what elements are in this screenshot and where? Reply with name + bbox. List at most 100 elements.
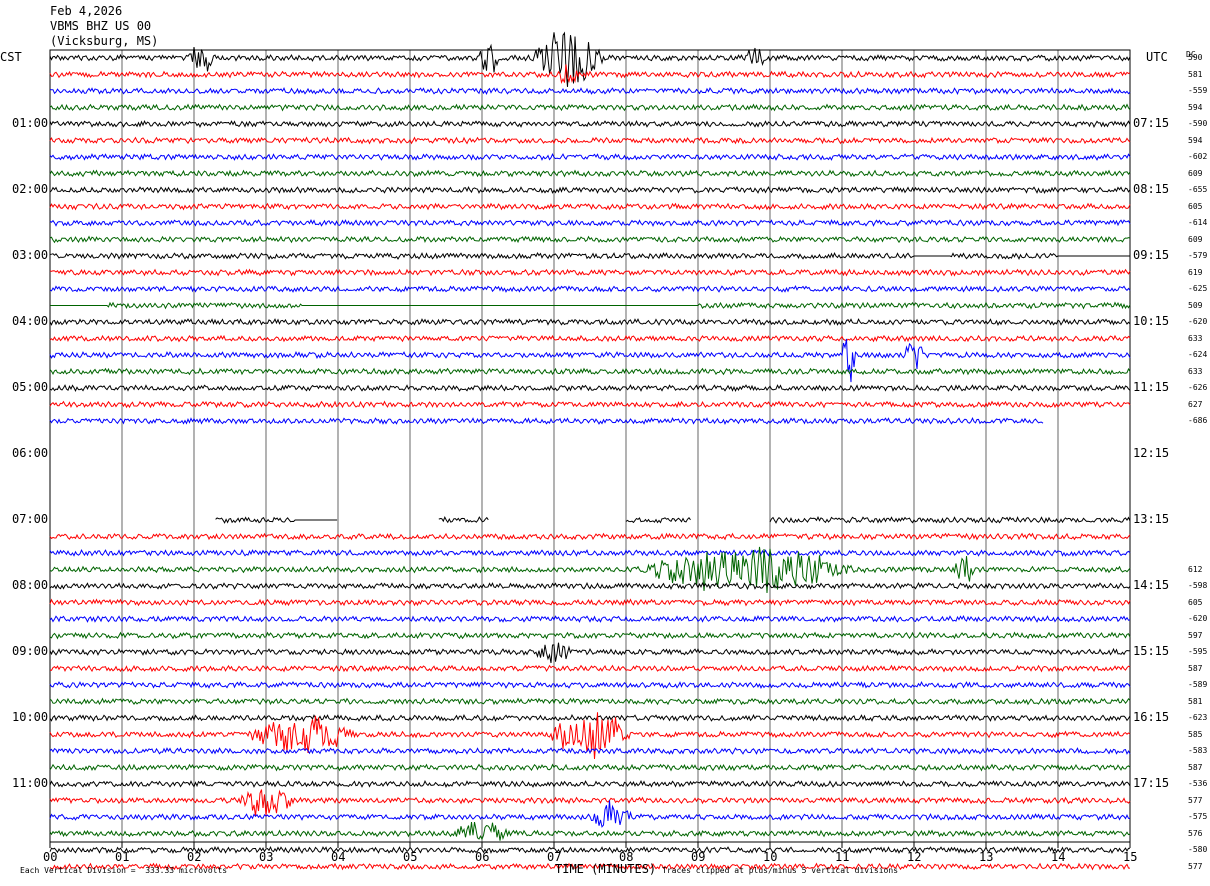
- dc-offset-label: 627: [1188, 399, 1203, 409]
- left-hour-label: 02:00: [12, 182, 49, 196]
- left-hour-label: 11:00: [12, 776, 49, 790]
- trace-row-38-seg-0: [49, 681, 1131, 689]
- trace-row-32-seg-0: [49, 581, 1131, 591]
- dc-offset-label: -579: [1188, 251, 1208, 260]
- trace-row-28-seg-3: [769, 516, 1131, 524]
- trace-row-39-seg-0: [49, 697, 1131, 706]
- dc-offset-label: -620: [1188, 317, 1208, 326]
- trace-row-11-seg-0: [49, 235, 1131, 244]
- dc-offset-label: 633: [1188, 333, 1203, 343]
- trace-row-5-seg-0: [49, 136, 1131, 145]
- trace-row-48-seg-0: [49, 845, 1131, 854]
- x-tick-label-08: 08: [619, 850, 634, 864]
- dc-offset-label: 581: [1188, 69, 1203, 79]
- trace-row-35-seg-0: [49, 631, 1131, 640]
- right-hour-label: 09:15: [1133, 248, 1170, 262]
- right-hour-label: 12:15: [1133, 446, 1170, 460]
- dc-offset-label: -595: [1188, 647, 1208, 656]
- left-hour-label: 04:00: [12, 314, 49, 328]
- left-hour-label: 01:00: [12, 116, 49, 130]
- right-hour-label: 14:15: [1133, 578, 1170, 592]
- dc-offset-label: 509: [1188, 300, 1203, 310]
- trace-row-1-seg-0: [49, 64, 1131, 84]
- x-tick-label-00: 00: [43, 850, 58, 864]
- trace-row-37-seg-0: [49, 664, 1131, 673]
- x-tick-label-09: 09: [691, 850, 706, 864]
- right-hour-label: 08:15: [1133, 182, 1170, 196]
- trace-row-14-seg-0: [49, 284, 1131, 293]
- x-tick-label-05: 05: [403, 850, 418, 864]
- trace-row-41-seg-0: [49, 712, 1131, 760]
- trace-row-31-seg-0: [49, 546, 1131, 594]
- dc-offset-label: -655: [1188, 185, 1208, 194]
- dc-offset-label: 609: [1188, 234, 1203, 244]
- dc-offset-label: 587: [1188, 663, 1203, 673]
- right-hour-label: 10:15: [1133, 314, 1170, 328]
- scale-note: Each Vertical Division = 333.33 microvol…: [20, 866, 228, 875]
- dc-offset-label: -598: [1188, 581, 1208, 590]
- dc-offset-label: 619: [1188, 267, 1203, 277]
- x-tick-label-15: 15: [1123, 850, 1138, 864]
- dc-offset-label: 597: [1188, 630, 1203, 640]
- x-tick-label-03: 03: [259, 850, 274, 864]
- dc-offset-label: -589: [1188, 680, 1208, 689]
- trace-row-3-seg-0: [49, 103, 1131, 112]
- trace-row-2-seg-0: [49, 86, 1131, 95]
- trace-row-12-seg-0: [49, 251, 1130, 261]
- x-tick-label-11: 11: [835, 850, 850, 864]
- trace-row-29-seg-0: [49, 532, 1131, 541]
- dc-offset-label: 590: [1188, 53, 1203, 62]
- dc-offset-label: -625: [1188, 284, 1208, 293]
- trace-row-36-seg-0: [49, 642, 1131, 664]
- trace-row-28-seg-2: [625, 517, 691, 524]
- x-tick-label-07: 07: [547, 850, 562, 864]
- x-tick-label-02: 02: [187, 850, 202, 864]
- right-timezone-label: UTC: [1146, 50, 1168, 64]
- trace-row-4-seg-0: [49, 119, 1131, 128]
- trace-row-9-seg-0: [49, 202, 1131, 211]
- dc-offset-label: 585: [1188, 729, 1203, 739]
- trace-row-30-seg-0: [49, 548, 1131, 557]
- trace-row-43-seg-0: [49, 763, 1131, 772]
- dc-offset-label: -590: [1188, 119, 1208, 128]
- right-hour-label: 13:15: [1133, 512, 1170, 526]
- trace-row-16-seg-0: [49, 318, 1131, 326]
- trace-row-33-seg-0: [49, 598, 1131, 607]
- trace-row-13-seg-0: [49, 268, 1131, 277]
- trace-row-20-seg-0: [49, 384, 1131, 393]
- trace-row-0-seg-0: [49, 31, 1131, 87]
- trace-row-45-seg-0: [49, 789, 1131, 817]
- plot-frame: [49, 49, 1131, 843]
- trace-row-49-seg-0: [49, 862, 1130, 871]
- dc-offset-label: 577: [1188, 861, 1203, 871]
- x-tick-label-01: 01: [115, 850, 130, 864]
- trace-row-22-seg-0: [49, 416, 1044, 425]
- dc-offset-label: -623: [1188, 713, 1208, 722]
- left-timezone-label: CST: [0, 50, 22, 64]
- trace-row-21-seg-0: [49, 400, 1131, 409]
- x-tick-label-12: 12: [907, 850, 922, 864]
- dc-offset-label: 609: [1188, 168, 1203, 178]
- trace-row-7-seg-0: [49, 169, 1131, 178]
- trace-row-8-seg-0: [49, 185, 1131, 195]
- x-tick-label-14: 14: [1051, 850, 1066, 864]
- trace-row-28-seg-0: [215, 516, 338, 524]
- header-date: Feb 4,2026: [50, 4, 123, 18]
- trace-row-18-seg-0: [49, 338, 1131, 383]
- trace-row-40-seg-0: [49, 713, 1131, 722]
- dc-offset-label: 577: [1188, 795, 1203, 805]
- trace-row-28-seg-1: [438, 515, 489, 524]
- dc-offset-label: -536: [1188, 779, 1208, 788]
- trace-row-10-seg-0: [49, 218, 1131, 228]
- dc-offset-label: 594: [1188, 135, 1203, 145]
- header-location: (Vicksburg, MS): [50, 34, 159, 48]
- dc-offset-label: -575: [1188, 812, 1208, 821]
- trace-row-44-seg-0: [49, 780, 1131, 788]
- left-hour-label: 07:00: [12, 512, 49, 526]
- dc-offset-label: 581: [1188, 696, 1203, 706]
- dc-offset-label: -583: [1188, 746, 1208, 755]
- dc-offset-label: -624: [1188, 350, 1208, 359]
- dc-offset-label: -686: [1188, 416, 1208, 425]
- header-station: VBMS BHZ US 00: [50, 19, 152, 33]
